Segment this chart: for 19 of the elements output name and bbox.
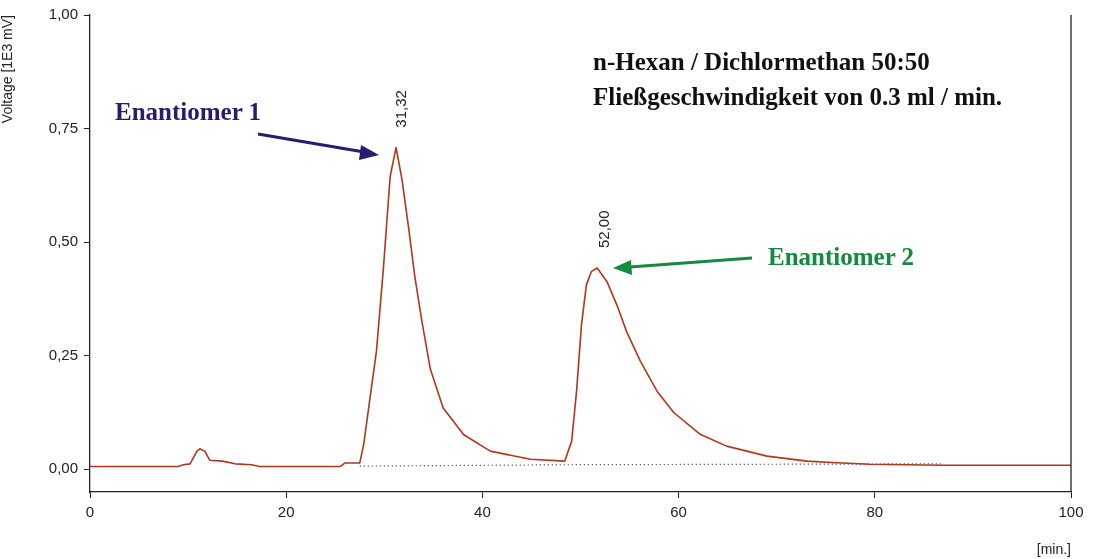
annotation: n-Hexan / Dichlormethan 50:50 xyxy=(593,48,930,75)
annotation: Enantiomer 1 xyxy=(115,98,262,125)
x-tick-label: 20 xyxy=(277,503,295,521)
y-axis-title: Voltage [1E3 mV] xyxy=(0,15,16,124)
x-axis-title: [min.] xyxy=(1036,541,1071,558)
y-tick-label: 1,00 xyxy=(48,5,78,23)
y-tick-label: 0,50 xyxy=(48,232,78,250)
y-tick-label: 0,00 xyxy=(48,459,78,477)
annotation: 52,00 xyxy=(595,210,613,249)
annotation: 31,32 xyxy=(392,90,410,128)
x-tick-label: 60 xyxy=(670,503,687,521)
x-tick-label: 80 xyxy=(866,503,884,521)
x-tick-label: 40 xyxy=(474,503,491,521)
annotation: Enantiomer 2 xyxy=(768,243,915,270)
x-tick-label: 100 xyxy=(1058,503,1084,521)
y-tick-label: 0,75 xyxy=(48,118,78,136)
y-tick-label: 0,25 xyxy=(48,345,78,363)
x-tick-label: 0 xyxy=(85,503,95,521)
annotation: Fließgeschwindigkeit von 0.3 ml / min. xyxy=(593,83,1003,110)
